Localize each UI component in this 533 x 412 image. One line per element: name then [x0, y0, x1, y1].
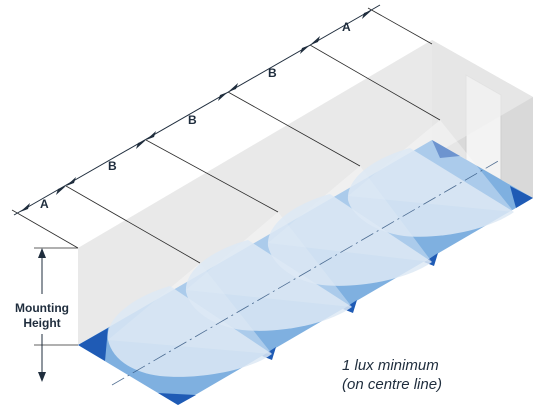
ext-line-end	[367, 7, 433, 45]
dimension-arrows	[20, 10, 372, 212]
mounting-height-label-line2: Height	[23, 316, 60, 330]
floor-corner-back	[432, 140, 460, 158]
spacing-label-b-3: B	[268, 66, 277, 80]
ext-line-start	[11, 209, 79, 249]
spacing-label-a-start: A	[40, 197, 49, 211]
light-pool-3	[267, 194, 432, 286]
mounting-height-label-line1: Mounting	[15, 301, 69, 315]
floor-corner-right	[158, 393, 196, 405]
ext-line-3	[227, 91, 361, 167]
floor-corner-back-right	[510, 186, 533, 208]
note-line1: 1 lux minimum	[342, 357, 439, 374]
spacing-label-b-2: B	[188, 113, 197, 127]
light-pool-1	[107, 286, 273, 377]
ext-line-1	[65, 185, 201, 264]
spacing-label-b-1: B	[108, 159, 117, 173]
light-pool-2	[185, 240, 352, 331]
ext-line-2	[145, 139, 279, 213]
floor-corner-left	[78, 328, 108, 361]
spacing-label-a-end: A	[342, 20, 351, 34]
light-pool-4	[347, 148, 514, 237]
note-line2: (on centre line)	[342, 376, 442, 393]
centre-line	[111, 159, 501, 386]
side-wall	[78, 40, 432, 345]
ext-line-4	[309, 44, 441, 121]
mounting-height-dimension	[34, 247, 78, 382]
